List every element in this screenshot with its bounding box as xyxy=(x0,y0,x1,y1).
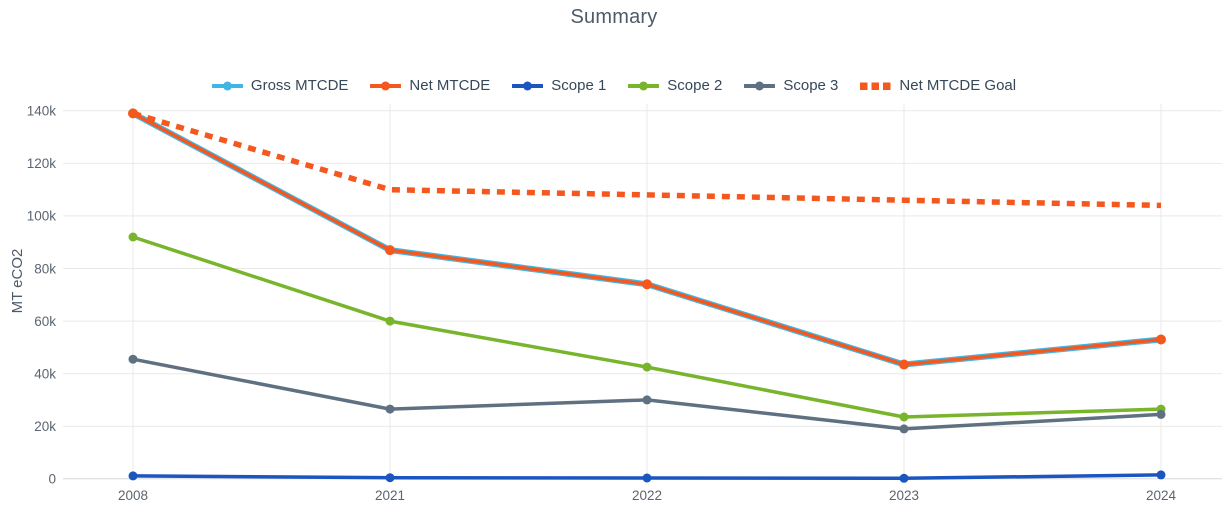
data-point-scope-1-2021 xyxy=(385,473,395,483)
data-point-scope-3-2024 xyxy=(1156,409,1166,419)
chart-title: Summary xyxy=(570,6,658,28)
data-point-scope-2-2023 xyxy=(899,412,909,422)
x-axis-tick-labels: 2008 2021 2022 2023 2024 xyxy=(118,488,1177,503)
legend-item-net-mtcde-goal[interactable]: Net MTCDE Goal xyxy=(860,77,1016,94)
legend-line-marker-icon xyxy=(370,81,402,90)
legend: Gross MTCDE Net MTCDE Scope 1 Scope 2 Scope … xyxy=(0,77,1228,94)
svg-text:60k: 60k xyxy=(34,314,56,329)
legend-item-scope-2[interactable]: Scope 2 xyxy=(628,77,722,94)
svg-text:2022: 2022 xyxy=(632,488,662,503)
svg-text:40k: 40k xyxy=(34,367,56,382)
svg-text:100k: 100k xyxy=(27,209,57,224)
series-net-mtcde xyxy=(128,108,1166,370)
data-point-scope-1-2022 xyxy=(642,473,652,483)
legend-label: Scope 2 xyxy=(667,77,723,94)
horizontal-gridlines xyxy=(63,110,1222,480)
data-point-scope-1-2024 xyxy=(1156,470,1166,480)
series-scope-3 xyxy=(128,354,1166,434)
legend-line-marker-icon xyxy=(744,81,776,90)
legend-item-net-mtcde[interactable]: Net MTCDE xyxy=(370,77,490,94)
legend-label: Net MTCDE xyxy=(409,77,491,94)
svg-text:2023: 2023 xyxy=(889,488,919,503)
series-net-mtcde-goal xyxy=(132,110,1162,209)
svg-text:140k: 140k xyxy=(27,104,57,119)
data-point-net-mtcde-2021 xyxy=(385,245,395,256)
data-point-scope-2-2021 xyxy=(385,316,395,326)
svg-text:2021: 2021 xyxy=(375,488,405,503)
legend-label: Scope 1 xyxy=(551,77,607,94)
data-point-scope-1-2023 xyxy=(899,473,909,483)
svg-text:120k: 120k xyxy=(27,156,57,171)
data-point-scope-3-2008 xyxy=(128,354,138,364)
data-point-scope-2-2022 xyxy=(642,362,652,372)
legend-item-scope-3[interactable]: Scope 3 xyxy=(744,77,838,94)
svg-text:20k: 20k xyxy=(34,419,56,434)
legend-label: Scope 3 xyxy=(783,77,839,94)
vertical-gridlines xyxy=(132,104,1162,479)
data-point-scope-2-2008 xyxy=(128,232,138,242)
data-point-net-mtcde-2023 xyxy=(899,359,909,370)
legend-line-marker-icon xyxy=(512,81,544,90)
y-axis-tick-labels: 0 20k 40k 60k 80k 100k 120k 140k xyxy=(27,104,57,487)
data-point-scope-3-2023 xyxy=(899,424,909,434)
y-axis-title: MT eCO2 xyxy=(9,249,26,314)
legend-item-gross-mtcde[interactable]: Gross MTCDE xyxy=(211,77,349,94)
legend-item-scope-1[interactable]: Scope 1 xyxy=(512,77,606,94)
legend-dotted-line-icon xyxy=(860,82,891,90)
legend-label: Gross MTCDE xyxy=(250,77,349,94)
data-point-net-mtcde-2024 xyxy=(1156,334,1166,345)
svg-text:2024: 2024 xyxy=(1146,488,1177,503)
data-point-net-mtcde-2022 xyxy=(642,279,652,290)
legend-line-marker-icon xyxy=(628,81,660,90)
svg-text:0: 0 xyxy=(48,472,56,487)
data-point-scope-3-2021 xyxy=(385,404,395,414)
legend-label: Net MTCDE Goal xyxy=(899,77,1017,94)
svg-text:2008: 2008 xyxy=(118,488,148,503)
data-point-scope-1-2008 xyxy=(128,471,138,481)
series-scope-1 xyxy=(128,470,1166,483)
data-point-scope-3-2022 xyxy=(642,395,652,405)
svg-text:80k: 80k xyxy=(34,261,56,276)
legend-line-marker-icon xyxy=(211,81,243,90)
